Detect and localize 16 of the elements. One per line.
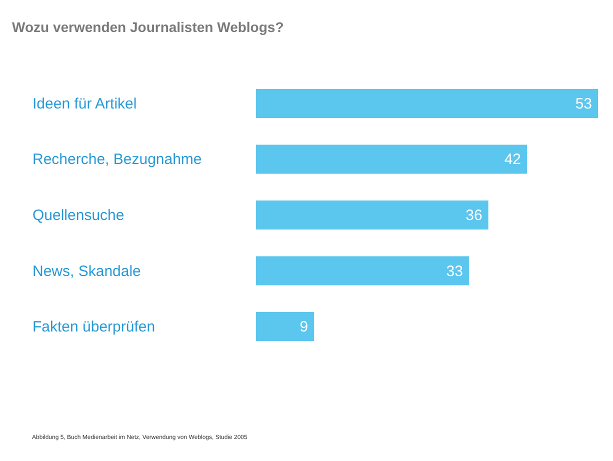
bar — [256, 88, 598, 118]
bar — [256, 256, 469, 286]
bar — [256, 200, 488, 230]
data-label: 33 — [446, 262, 463, 280]
data-label: 53 — [575, 95, 592, 112]
y-tick-label: Fakten überprüfen — [32, 318, 156, 336]
bar — [256, 144, 528, 174]
y-tick-label: Quellensuche — [32, 207, 124, 224]
chart-title: Wozu verwenden Journalisten Weblogs? — [12, 19, 284, 35]
y-tick-label: Recherche, Bezugnahme — [32, 151, 202, 168]
y-tick-label: Ideen für Artikel — [32, 95, 137, 112]
data-label: 42 — [504, 151, 522, 168]
data-label: 36 — [466, 207, 482, 224]
y-tick-label: News, Skandale — [32, 262, 141, 280]
data-label: 9 — [300, 318, 308, 336]
bar — [256, 312, 314, 342]
